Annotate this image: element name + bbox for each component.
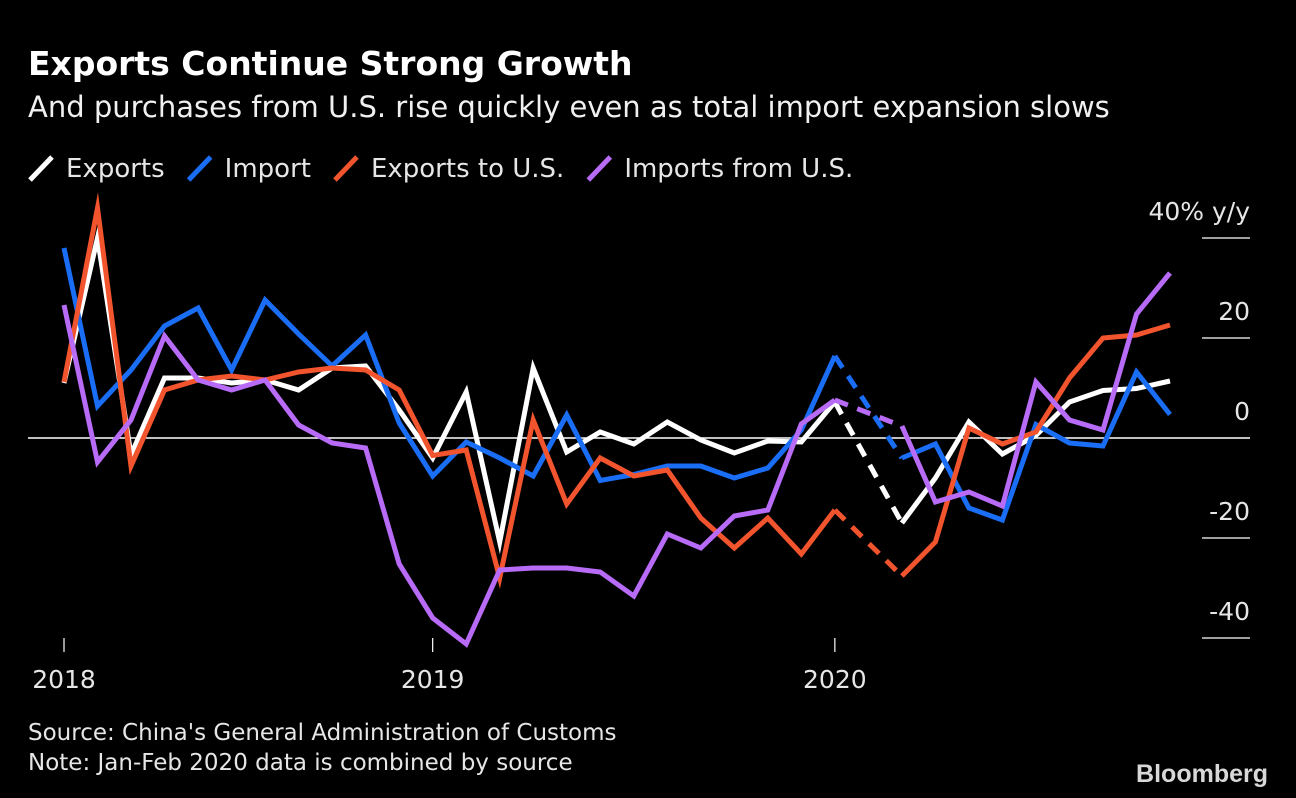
- legend-label: Imports from U.S.: [624, 154, 853, 184]
- legend-label: Import: [225, 154, 311, 184]
- series-line: [900, 367, 1172, 524]
- chart-title: Exports Continue Strong Growth: [28, 44, 633, 83]
- x-tick-label: 2018: [32, 665, 96, 694]
- gap-bridge: [833, 397, 903, 429]
- y-tick-label: 20: [1218, 297, 1250, 326]
- note: Note: Jan-Feb 2020 data is combined by s…: [28, 750, 573, 776]
- series-line: [61, 192, 837, 589]
- x-tick-label: 2019: [401, 665, 465, 694]
- y-tick-label: -20: [1209, 497, 1250, 526]
- y-tick-label: -40: [1209, 597, 1250, 626]
- chart-subtitle: And purchases from U.S. rise quickly eve…: [28, 90, 1110, 124]
- brand: Bloomberg: [1136, 760, 1268, 788]
- series-line: [61, 304, 837, 648]
- legend-swatch: [28, 155, 54, 182]
- legend-label: Exports: [66, 154, 165, 184]
- x-tick-label: 2020: [803, 665, 867, 694]
- series-line: [900, 322, 1171, 578]
- legend-swatch: [586, 155, 613, 182]
- y-tick-label: 40% y/y: [1148, 197, 1250, 226]
- legend-swatch: [333, 155, 359, 182]
- series-line: [899, 271, 1172, 510]
- gap-bridge: [833, 508, 904, 578]
- y-tick-label: 0: [1234, 397, 1250, 426]
- gap-bridge: [832, 354, 904, 460]
- legend-label: Exports to U.S.: [371, 154, 564, 184]
- series-line: [61, 247, 838, 484]
- series-line: [61, 224, 837, 555]
- source: Source: China's General Administration o…: [28, 720, 617, 746]
- series-line: [899, 378, 1171, 525]
- legend-swatch: [186, 155, 213, 182]
